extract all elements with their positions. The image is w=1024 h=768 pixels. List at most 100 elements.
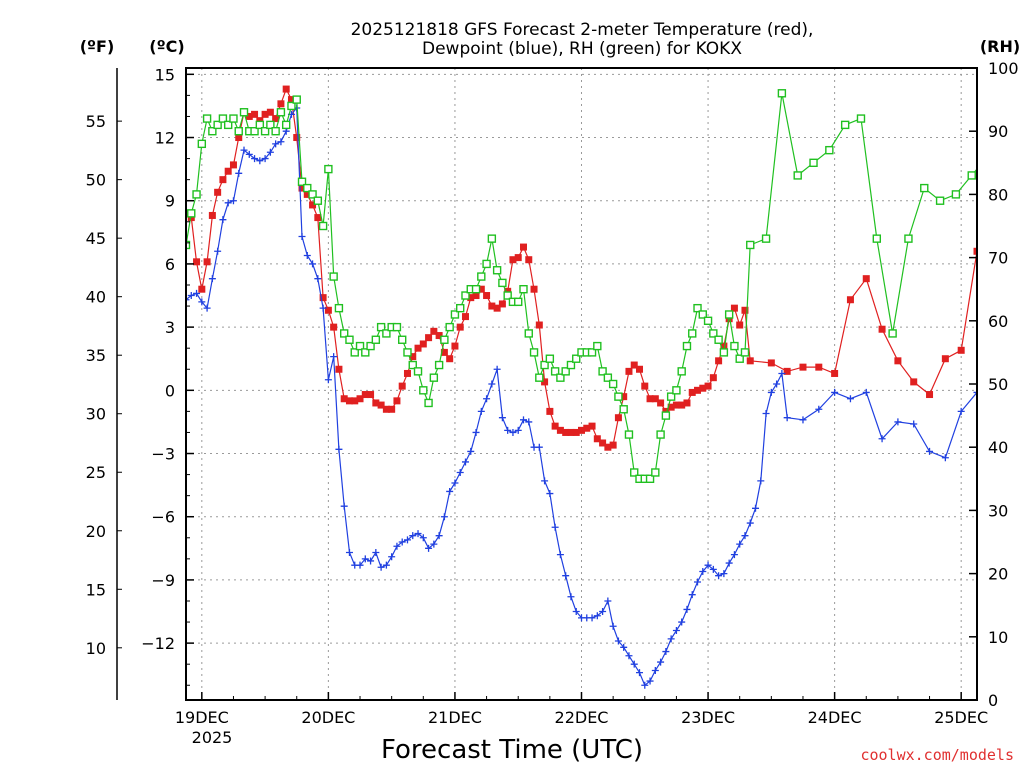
- rh-point: [967, 171, 976, 180]
- dewpoint-point: [926, 447, 934, 455]
- dewpoint-point: [430, 540, 438, 548]
- dewpoint-point: [567, 593, 575, 601]
- dewpoint-point: [846, 395, 854, 403]
- rh-tick-label: 40: [988, 438, 1008, 457]
- dewpoint-point: [451, 479, 459, 487]
- rh-point: [935, 196, 945, 205]
- rh-point: [661, 411, 671, 420]
- temperature-point: [425, 334, 433, 342]
- rh-point: [693, 303, 702, 313]
- temperature-point: [266, 108, 274, 116]
- temperature-point: [957, 346, 965, 354]
- temperature-point: [514, 254, 522, 262]
- dewpoint-point: [699, 567, 707, 575]
- temperature-point: [546, 407, 554, 415]
- temperature-point: [393, 397, 401, 405]
- temperature-point: [625, 367, 633, 375]
- rh-point: [408, 360, 417, 370]
- dewpoint-point: [219, 216, 227, 224]
- rh-point: [313, 196, 323, 205]
- dewpoint-point: [741, 532, 749, 540]
- rh-point: [545, 354, 555, 363]
- rh-point: [524, 329, 533, 338]
- temperature-point: [715, 357, 723, 365]
- rh-point: [645, 474, 655, 483]
- dewpoint-point: [941, 454, 949, 462]
- dewpoint-point: [604, 597, 612, 605]
- temperature-point: [746, 357, 754, 365]
- dewpoint-point: [593, 612, 601, 620]
- x-tick-label: 22DEC: [555, 708, 609, 727]
- rh-point: [186, 240, 191, 250]
- dewpoint-point: [261, 155, 269, 163]
- temperature-point: [699, 384, 707, 392]
- x-axis-title: Forecast Time (UTC): [381, 735, 643, 765]
- temperature-point: [614, 414, 622, 422]
- rh-point: [398, 335, 407, 344]
- dewpoint-point: [272, 140, 280, 148]
- x-tick-label: 24DEC: [808, 708, 862, 727]
- dewpoint-point: [493, 365, 501, 373]
- dewpoint-point: [831, 388, 839, 396]
- dewpoint-point: [435, 532, 443, 540]
- temperature-point: [604, 443, 612, 451]
- dewpoint-point: [488, 380, 496, 388]
- temperature-point: [583, 424, 591, 432]
- rh-point: [920, 183, 929, 193]
- temperature-point: [345, 397, 353, 405]
- temperature-point: [356, 395, 364, 403]
- temperature-point: [683, 399, 691, 407]
- rh-tick-label: 80: [988, 185, 1008, 204]
- rh-point: [840, 120, 850, 130]
- dewpoint-point: [340, 502, 348, 510]
- rh-point: [730, 341, 739, 351]
- temperature-point: [910, 378, 918, 386]
- dewpoint-point: [641, 681, 649, 689]
- temperature-point: [435, 332, 443, 340]
- rh-point: [371, 335, 381, 344]
- temperature-point: [483, 292, 491, 300]
- dewpoint-point: [546, 490, 554, 498]
- rh-point: [703, 316, 713, 325]
- dewpoint-point: [651, 667, 659, 675]
- temperature-point: [256, 117, 264, 125]
- rh-point: [266, 120, 275, 130]
- rh-point: [677, 367, 686, 376]
- rh-point: [714, 335, 723, 344]
- dewpoint-point: [208, 275, 216, 283]
- dewpoint-point: [783, 414, 791, 422]
- dewpoint-point: [519, 416, 527, 424]
- temperature-point: [298, 184, 306, 192]
- temperature-point: [578, 426, 585, 434]
- dewpoint-point: [393, 542, 401, 550]
- dewpoint-point: [762, 409, 770, 417]
- temperature-point: [493, 304, 501, 312]
- x-tick-label: 19DEC: [175, 708, 229, 727]
- dewpoint-point: [419, 534, 427, 542]
- dewpoint-point: [256, 157, 264, 165]
- rh-point: [450, 310, 460, 319]
- rh-point: [250, 126, 259, 136]
- dewpoint-point: [382, 561, 390, 569]
- dewpoint-point: [245, 150, 253, 158]
- dewpoint-point: [467, 447, 475, 455]
- temperature-point: [620, 393, 628, 401]
- temperature-point: [562, 428, 570, 436]
- dewpoint-point: [303, 251, 311, 259]
- temperature-point: [335, 365, 343, 373]
- rh-point: [487, 234, 497, 243]
- rh-point: [698, 310, 707, 319]
- rh-point: [303, 183, 312, 193]
- temperature-point: [651, 395, 659, 403]
- x-tick-label: 23DEC: [681, 708, 735, 727]
- rh-point: [856, 114, 866, 123]
- rh-point: [471, 285, 481, 294]
- temperature-point: [251, 110, 259, 118]
- temperature-point: [799, 363, 807, 371]
- fahrenheit-tick-label: 40: [86, 288, 106, 307]
- temperature-point: [488, 302, 496, 310]
- rh-point: [529, 348, 539, 357]
- temperature-point: [461, 313, 469, 321]
- dewpoint-point: [551, 523, 559, 531]
- rh-point: [724, 310, 734, 319]
